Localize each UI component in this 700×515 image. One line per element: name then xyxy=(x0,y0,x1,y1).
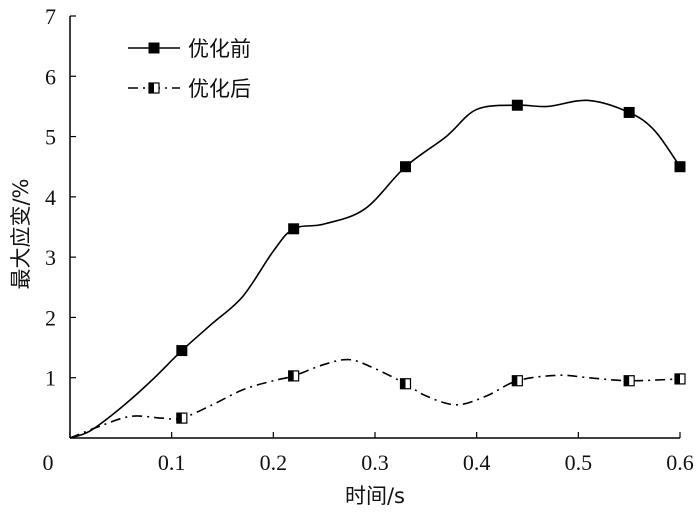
marker-fill-half xyxy=(512,375,518,386)
marker-point xyxy=(623,375,635,387)
y-tick-label: 3 xyxy=(45,245,56,270)
y-tick-label: 5 xyxy=(45,125,56,150)
axes xyxy=(69,16,680,439)
marker-point xyxy=(288,223,300,235)
legend-label: 优化前 xyxy=(188,37,251,61)
x-tick-label: 0.3 xyxy=(361,450,389,475)
x-tick-label: 0.1 xyxy=(158,450,186,475)
series-layer xyxy=(69,99,686,439)
marker-point xyxy=(674,161,686,173)
y-tick-label: 1 xyxy=(45,366,56,391)
marker-fill-half xyxy=(288,370,294,381)
series-after-optimization xyxy=(69,358,686,439)
y-tick-label: 7 xyxy=(45,4,56,29)
marker-point xyxy=(288,370,300,382)
marker-point xyxy=(623,106,635,118)
x-axis-title: 时间/s xyxy=(345,484,405,508)
legend-item: 优化前 xyxy=(128,37,251,61)
marker-legend xyxy=(148,82,160,94)
marker-point xyxy=(511,375,523,387)
series-line xyxy=(69,358,681,439)
series-before-optimization xyxy=(69,99,686,439)
y-tick-label: 6 xyxy=(45,64,56,89)
marker-point xyxy=(176,345,188,357)
legend-label: 优化后 xyxy=(188,77,251,101)
marker-point xyxy=(674,373,686,385)
marker-point xyxy=(399,378,412,390)
y-tick-label: 4 xyxy=(45,185,56,210)
x-tick-label: 0.2 xyxy=(260,450,288,475)
marker-fill-half xyxy=(400,378,406,389)
marker-fill-half xyxy=(675,373,680,384)
series-line xyxy=(69,99,681,439)
x-tick-label: 0.5 xyxy=(565,450,593,475)
marker-fill-half xyxy=(149,83,154,93)
marker-point xyxy=(400,161,411,173)
marker-fill-half xyxy=(624,375,630,386)
y-axis-title: 最大应变/% xyxy=(9,178,33,289)
marker-legend xyxy=(148,42,160,54)
marker-point xyxy=(511,99,523,111)
marker-point xyxy=(176,412,188,424)
marker-fill-half xyxy=(176,413,182,424)
legend-item: 优化后 xyxy=(128,77,251,101)
x-tick-label: 0.6 xyxy=(666,450,694,475)
x-tick-label: 0.4 xyxy=(463,450,491,475)
y-tick-label: 2 xyxy=(45,305,56,330)
x-tick-label: 0 xyxy=(43,450,54,475)
ticks: 0 0.1 0.2 0.3 0.4 0.5 0.6 1 2 3 4 5 6 7 xyxy=(43,4,694,475)
